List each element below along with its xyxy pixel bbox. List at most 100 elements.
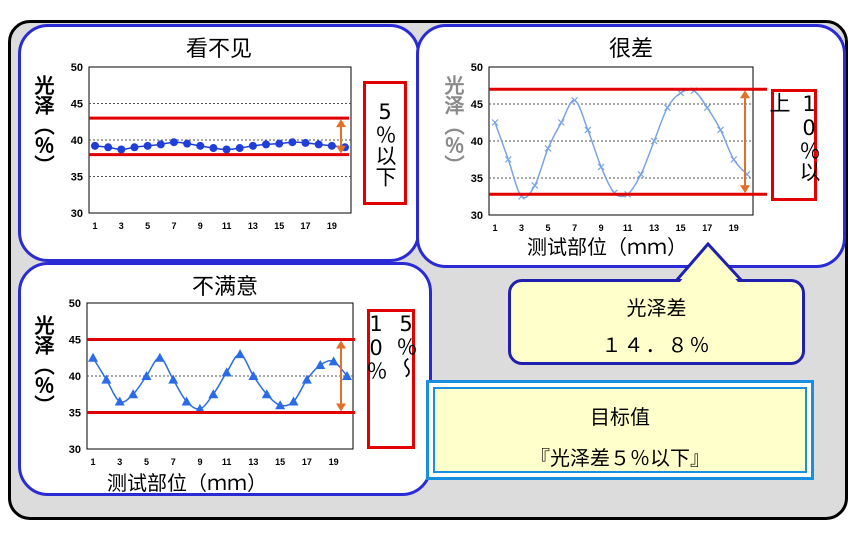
y-tick-label: 30 xyxy=(69,444,81,456)
y-tick-label: 30 xyxy=(471,210,483,222)
data-point-stroke xyxy=(504,156,512,163)
data-point xyxy=(650,137,658,145)
data-point xyxy=(101,374,112,384)
data-point xyxy=(328,356,339,366)
x-tick-label: 7 xyxy=(572,223,577,233)
x-tick-label: 19 xyxy=(329,457,339,467)
data-point xyxy=(128,389,139,399)
y-tick-label: 45 xyxy=(471,99,483,111)
data-point xyxy=(169,138,178,147)
data-point xyxy=(168,374,179,384)
gloss-difference-callout: 光泽差 １４．８％ xyxy=(508,279,805,365)
data-point-stroke xyxy=(531,181,539,189)
chart-panel-poor: 很差 光泽（％） 30 35 40 45 50 1 3 5 7 9 11 13 15 17 19 测试部位（… xyxy=(416,24,846,268)
data-point xyxy=(557,119,565,126)
x-tick-label: 3 xyxy=(119,221,124,231)
data-point xyxy=(730,156,738,163)
data-point xyxy=(208,389,219,399)
x-axis-label: 测试部位（ｍｍ） xyxy=(527,235,687,259)
x-tick-label: 19 xyxy=(327,221,337,231)
x-tick-label: 13 xyxy=(248,221,258,231)
data-point xyxy=(196,141,205,150)
y-tick-label: 35 xyxy=(69,408,81,420)
data-point xyxy=(154,352,165,362)
data-point xyxy=(235,144,244,153)
x-axis-label: 测试部位（ｍｍ） xyxy=(107,471,267,495)
x-tick-label: 5 xyxy=(144,457,149,467)
callout-value: １４．８％ xyxy=(601,333,712,357)
x-tick-label: 17 xyxy=(301,221,311,231)
x-tick-label: 1 xyxy=(90,457,95,467)
data-point xyxy=(275,400,286,410)
x-tick-label: 17 xyxy=(302,457,312,467)
x-tick-label: 15 xyxy=(275,457,285,467)
data-point xyxy=(114,396,125,406)
data-point xyxy=(117,145,126,154)
y-axis-label: 光泽（％） xyxy=(441,75,465,175)
data-point xyxy=(221,367,232,377)
x-tick-label: 19 xyxy=(729,223,739,233)
y-tick-label: 50 xyxy=(69,298,81,310)
y-tick-label: 50 xyxy=(71,62,83,74)
data-point-stroke xyxy=(544,144,552,152)
data-point-stroke xyxy=(717,126,724,134)
data-point-stroke xyxy=(637,170,645,178)
data-point xyxy=(301,138,310,147)
data-point xyxy=(181,396,192,406)
x-tick-label: 1 xyxy=(92,221,97,231)
callout-label: 光泽差 xyxy=(626,296,687,320)
data-point xyxy=(301,374,312,384)
y-tick-label: 40 xyxy=(471,136,483,148)
data-point-stroke xyxy=(650,137,658,145)
data-point xyxy=(504,156,512,163)
chart-title: 很差 xyxy=(608,37,653,62)
range-label-box: 10％以上 xyxy=(767,89,821,201)
data-point-stroke xyxy=(663,104,671,112)
data-point xyxy=(209,144,218,153)
plot-area xyxy=(88,66,352,214)
target-title: 目标值 xyxy=(590,405,650,429)
x-tick-label: 11 xyxy=(222,457,232,467)
data-point xyxy=(327,141,336,150)
x-tick-label: 17 xyxy=(702,223,712,233)
data-point-stroke xyxy=(597,163,605,171)
y-axis-label: 光泽（％） xyxy=(31,315,55,415)
data-point xyxy=(262,140,271,149)
x-tick-label: 9 xyxy=(197,457,202,467)
range-label-box: 5％～10％ xyxy=(364,309,418,449)
x-tick-label: 13 xyxy=(649,223,659,233)
y-tick-label: 50 xyxy=(471,62,483,74)
x-tick-label: 5 xyxy=(145,221,150,231)
data-point xyxy=(315,360,326,370)
data-point xyxy=(703,104,711,112)
x-tick-label: 9 xyxy=(599,223,604,233)
data-point xyxy=(143,141,152,150)
range-arrow-head xyxy=(336,145,346,154)
range-arrow-head xyxy=(740,185,750,194)
data-point xyxy=(222,145,231,154)
data-point xyxy=(235,349,246,359)
chart-panel-unsatisfied: 不满意 光泽（％） 30 35 40 45 50 1 3 5 7 9 11 13 15 17 19 测试部位… xyxy=(18,262,432,496)
data-point-stroke xyxy=(491,119,499,126)
data-point xyxy=(130,143,139,152)
x-tick-label: 9 xyxy=(198,221,203,231)
range-arrow-head xyxy=(336,119,346,128)
data-point xyxy=(663,104,671,112)
data-point-stroke xyxy=(557,119,565,126)
x-tick-label: 7 xyxy=(171,221,176,231)
data-point xyxy=(584,126,592,134)
range-arrow-head xyxy=(336,340,346,349)
data-point xyxy=(288,138,297,147)
data-point xyxy=(248,371,259,380)
data-point xyxy=(571,96,579,104)
data-point xyxy=(637,170,645,178)
y-tick-label: 35 xyxy=(71,172,83,184)
range-arrow-head xyxy=(740,90,750,99)
data-point-stroke xyxy=(571,96,579,104)
data-point xyxy=(261,389,272,399)
x-tick-label: 3 xyxy=(519,223,524,233)
data-point xyxy=(141,371,152,380)
x-tick-label: 7 xyxy=(171,457,176,467)
data-point xyxy=(597,163,605,171)
x-tick-label: 3 xyxy=(117,457,122,467)
